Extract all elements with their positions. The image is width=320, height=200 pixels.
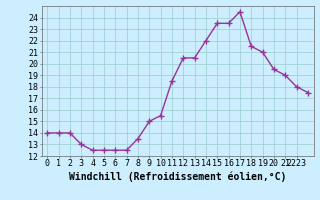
X-axis label: Windchill (Refroidissement éolien,°C): Windchill (Refroidissement éolien,°C) (69, 171, 286, 182)
